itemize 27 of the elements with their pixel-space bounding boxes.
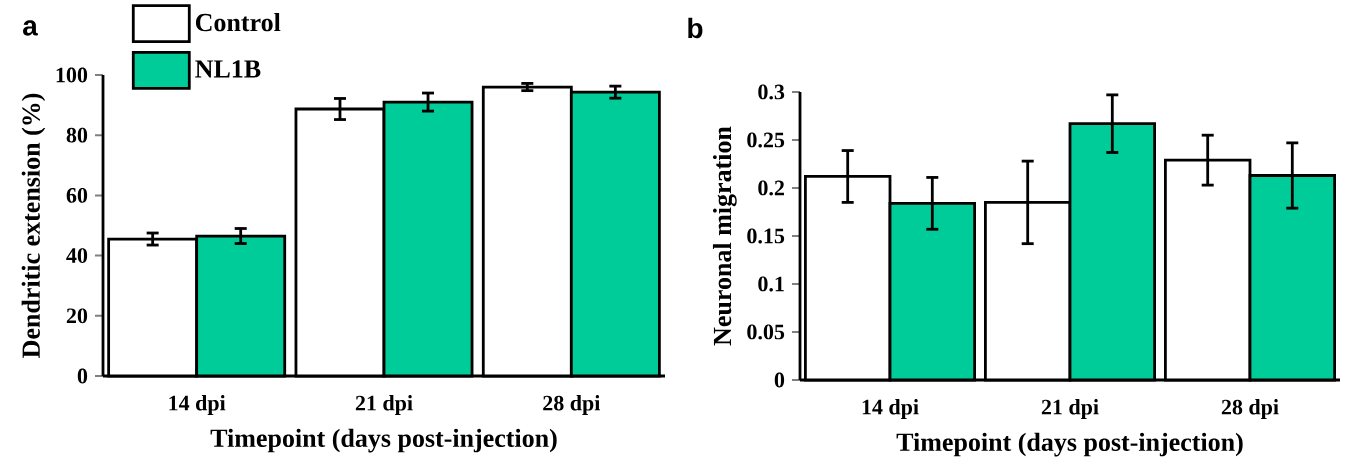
x-tick-label: 28 dpi [1221, 399, 1279, 419]
x-tick-label: 21 dpi [355, 395, 413, 415]
chart-title: a [23, 20, 38, 36]
y-tick-label: 0 [774, 372, 785, 388]
y-tick-label: 20 [66, 308, 88, 324]
y-tick-label: 100 [56, 67, 88, 83]
chart-title: b [688, 17, 703, 39]
y-tick-label: 0.05 [747, 324, 785, 340]
y-tick-label: 80 [66, 127, 88, 143]
y-tick-label: 40 [66, 248, 88, 264]
legend-label: Control [195, 13, 281, 32]
y-axis-title: Dendritic extension (%) [21, 93, 46, 358]
x-tick-label: 14 dpi [169, 395, 226, 415]
y-tick-label: 0 [77, 368, 88, 384]
x-tick-label: 28 dpi [543, 395, 601, 415]
y-tick-label: 0.1 [758, 276, 784, 292]
x-axis-title: Timepoint (days post-injection) [896, 432, 1243, 457]
y-axis-title: Neuronal migration [712, 126, 737, 346]
y-tick-label: 0.2 [758, 180, 784, 196]
x-tick-label: 14 dpi [862, 399, 919, 419]
y-tick-label: 60 [66, 187, 88, 203]
y-tick-label: 0.25 [747, 132, 785, 148]
x-tick-label: 21 dpi [1041, 399, 1099, 419]
y-tick-label: 0.15 [747, 228, 785, 244]
x-axis-title: Timepoint (days post-injection) [210, 428, 557, 453]
legend-label: NL1B [195, 60, 261, 78]
y-tick-label: 0.3 [758, 84, 785, 100]
